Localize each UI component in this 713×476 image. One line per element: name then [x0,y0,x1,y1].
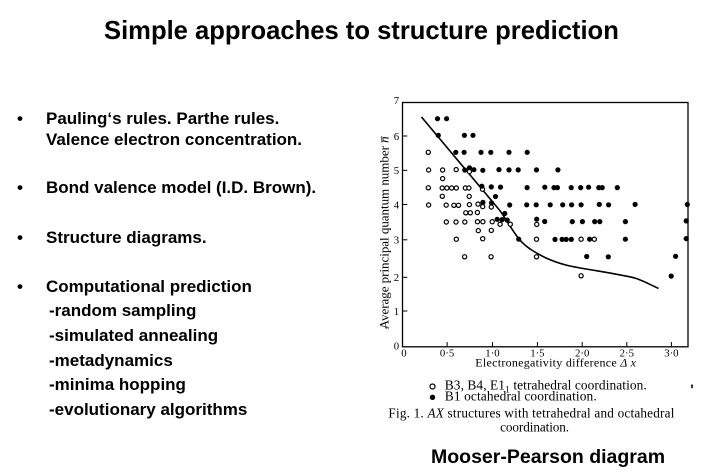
svg-text:Electronegativity difference Δ: Electronegativity difference Δ x [475,355,636,369]
svg-text:1·0: 1·0 [485,347,499,359]
svg-text:3·0: 3·0 [664,347,678,359]
svg-text:Average principal quantum numb: Average principal quantum number n̅ [377,136,392,330]
svg-text:0: 0 [394,340,399,352]
svg-text:2·0: 2·0 [575,347,589,359]
svg-text:1: 1 [394,306,399,318]
svg-text:5: 5 [394,165,399,177]
svg-text:1·5: 1·5 [530,347,544,359]
svg-text:0·5: 0·5 [440,347,454,359]
svg-text:B1 octahedral coordination.: B1 octahedral coordination. [445,388,597,403]
svg-text:3: 3 [394,235,399,247]
svg-text:7: 7 [394,95,400,107]
svg-text:coordination.: coordination. [500,420,569,435]
svg-text:0: 0 [401,347,406,359]
svg-text:B3, B4, E11 tetrahedral coordi: B3, B4, E11 tetrahedral coordination. [445,378,647,396]
svg-text:4: 4 [394,199,400,211]
svg-text:Fig. 1. AX structures with te: Fig. 1. AX structures with tetrahedral a… [388,406,674,421]
svg-text:2·5: 2·5 [620,347,634,359]
svg-text:6: 6 [394,131,400,143]
svg-text:2: 2 [394,272,399,284]
